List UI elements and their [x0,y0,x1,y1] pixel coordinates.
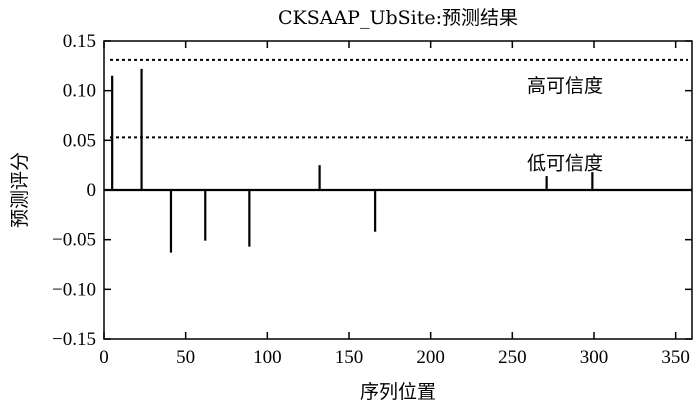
y-tick-label: 0 [87,180,97,201]
y-axis-title: 预测评分 [9,152,31,228]
plot-area: 0.150.100.050−0.05−0.10−0.150 50 100 150 200… [52,31,693,368]
x-tick-label: 250 [498,347,527,368]
x-tick-label: 300 [580,347,609,368]
chart-title: CKSAAP_UbSite:预测结果 [278,7,518,29]
x-axis-title: 序列位置 [360,381,436,403]
y-tick-label: −0.05 [52,230,96,251]
y-tick-label: 0.05 [63,130,96,151]
x-tick-label: 350 [661,347,690,368]
x-tick-label: 50 [176,347,195,368]
threshold-label: 低可信度 [527,152,603,174]
y-tick-label: −0.15 [52,329,96,350]
x-tick-label: 0 [99,347,109,368]
y-tick-label: 0.10 [63,81,96,102]
y-tick-label: −0.10 [52,279,96,300]
x-tick-label: 200 [416,347,445,368]
y-tick-label: 0.15 [63,31,96,52]
x-tick-label: 100 [253,347,282,368]
threshold-label: 高可信度 [527,75,603,97]
x-tick-label: 150 [335,347,364,368]
